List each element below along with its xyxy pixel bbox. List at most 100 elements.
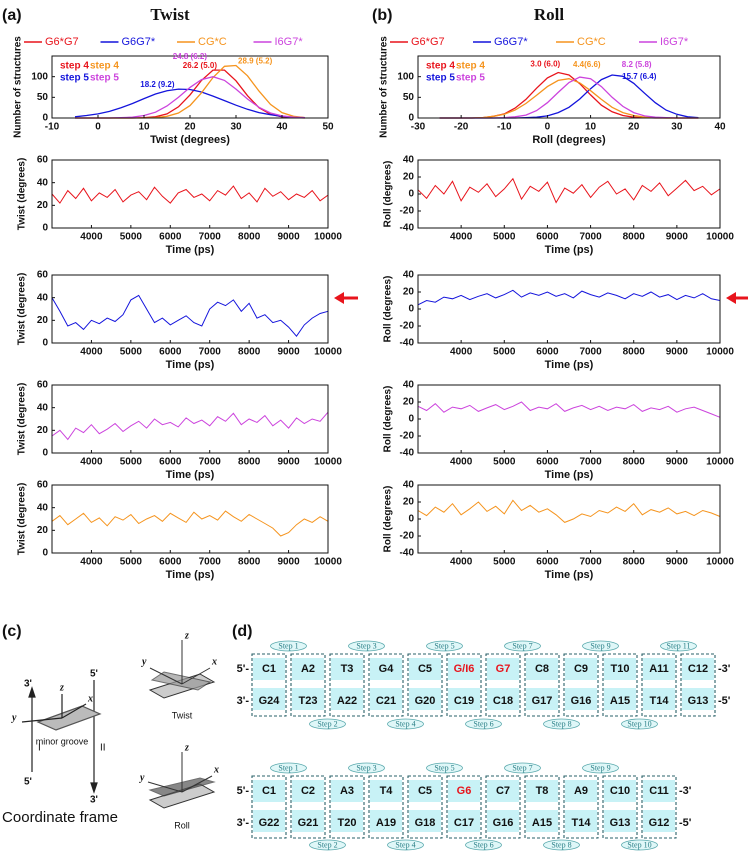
x-tick-label: 5000	[493, 232, 516, 243]
chart: -30 -20 -10 0 10 20 30 40 0 50 100 Roll (degrees) Nu…	[379, 5, 726, 146]
x-tick-label: 6000	[159, 557, 182, 568]
base: C9	[574, 663, 588, 675]
x-tick-label: 9000	[277, 347, 300, 358]
y-tick-label: 40	[37, 402, 49, 413]
step-oval	[426, 640, 463, 652]
step-label: Step 6	[473, 719, 493, 728]
chart: 4000 5000 6000 7000 8000 9000 10000 -40 -20 0 20 40…	[383, 380, 735, 481]
base: G18	[415, 817, 436, 829]
base: A15	[532, 817, 552, 829]
y-tick-label: 40	[37, 502, 49, 513]
x-tick-label: 0	[95, 122, 101, 133]
base-pair-box	[407, 653, 443, 717]
x-axis-label: Roll (degrees)	[532, 134, 606, 146]
data-line	[417, 289, 721, 306]
plot-frame	[51, 159, 329, 229]
roll-drawing	[147, 752, 216, 809]
base: C7	[496, 785, 510, 797]
strand-end: 5'-	[237, 663, 250, 675]
base: T23	[299, 695, 318, 707]
base-pair-box	[524, 775, 560, 839]
strand-label: I	[38, 743, 41, 754]
x-tick-label: 10	[138, 122, 150, 133]
x-axis-label: Time (ps)	[166, 469, 215, 481]
x-tick-label: 4000	[80, 347, 103, 358]
legend-label: G6*G7	[411, 36, 445, 48]
step-oval	[348, 762, 385, 774]
y-tick-label: 20	[37, 425, 49, 436]
x-tick-label: 7000	[579, 347, 602, 358]
chart: 4000 5000 6000 7000 8000 9000 10000 0 20 40 60 Time…	[17, 480, 343, 581]
base-row	[292, 688, 324, 710]
motion-label: Twist	[172, 710, 193, 720]
x-tick-label: 8000	[623, 347, 646, 358]
x-tick-label: 6000	[159, 232, 182, 243]
base: C10	[610, 785, 630, 797]
base-row	[526, 810, 558, 832]
legend-label: G6G7*	[122, 36, 156, 48]
y-axis-label: Roll (degrees)	[383, 386, 394, 453]
x-tick-label: -10	[497, 122, 512, 133]
step-oval	[387, 718, 424, 730]
base: C11	[649, 785, 669, 797]
base-row	[526, 688, 558, 710]
y-tick-label: 40	[37, 292, 49, 303]
base-pair-box	[602, 653, 638, 717]
arrow	[726, 292, 748, 304]
step-label: step 4	[456, 61, 485, 72]
step-label: Step 8	[551, 719, 571, 728]
x-tick-label: 10000	[706, 557, 734, 568]
legend-label: G6*G7	[45, 36, 79, 48]
x-tick-label: 8000	[238, 347, 261, 358]
base-pair-box	[251, 653, 287, 717]
x-tick-label: 6000	[536, 457, 559, 468]
x-tick-label: 4000	[80, 232, 103, 243]
legend-label: CG*C	[577, 36, 606, 48]
base-row	[487, 688, 519, 710]
base-row	[565, 688, 597, 710]
base-row	[292, 780, 324, 802]
base-row	[682, 658, 714, 680]
step-oval	[426, 762, 463, 774]
x-axis-label: Time (ps)	[166, 359, 215, 371]
plot-frame	[51, 484, 329, 554]
base-row	[370, 810, 402, 832]
x-tick-label: 5000	[120, 457, 143, 468]
base: T14	[572, 817, 592, 829]
base-row	[448, 780, 480, 802]
step-label: Step 3	[356, 763, 376, 772]
base: G7	[496, 663, 511, 675]
y-axis-label: Roll (degrees)	[383, 276, 394, 343]
step-oval	[621, 839, 658, 851]
base-row	[604, 780, 636, 802]
data-line	[51, 411, 329, 441]
y-tick-label: 60	[37, 155, 49, 166]
x-axis-label: Time (ps)	[545, 469, 594, 481]
x-tick-label: 10	[585, 122, 597, 133]
step-label: step 4	[426, 61, 455, 72]
arrow	[334, 292, 358, 304]
base-row	[331, 780, 363, 802]
axis-name: z	[184, 742, 189, 753]
x-tick-label: 5000	[120, 232, 143, 243]
peak-label: 8.2 (5.8)	[622, 60, 652, 69]
step-label: Step 4	[395, 719, 415, 728]
plot-frame	[417, 274, 721, 344]
base-pair-box	[641, 775, 677, 839]
base: C5	[418, 663, 432, 675]
strand-end: -3'	[718, 663, 731, 675]
x-tick-label: 4000	[450, 457, 473, 468]
axis-name: y	[141, 656, 147, 667]
x-tick-label: 10000	[706, 232, 734, 243]
y-tick-label: 40	[403, 380, 415, 391]
panel-label: (a)	[2, 7, 22, 24]
x-tick-label: 20	[184, 122, 196, 133]
base-row	[682, 688, 714, 710]
legend-label: I6G7*	[660, 36, 689, 48]
y-tick-label: 20	[403, 172, 415, 183]
x-tick-label: 40	[714, 122, 726, 133]
step-label: Step 3	[356, 641, 376, 650]
axis-name: x	[213, 764, 219, 775]
base-row	[292, 810, 324, 832]
base-row	[409, 688, 441, 710]
